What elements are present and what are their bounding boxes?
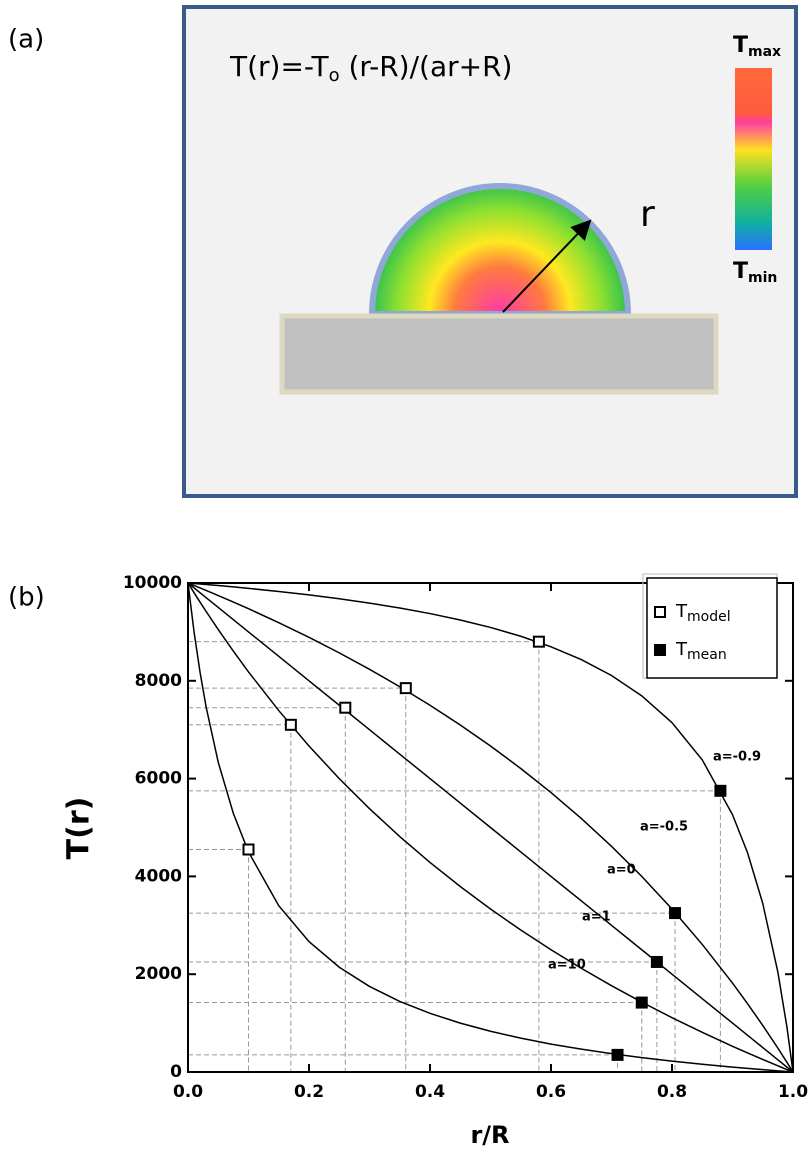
marker [650, 955, 663, 968]
plot: 0.0 0.2 0.4 0.6 0.8 1.0 0 2000 4000 6000 8000 10000… [123, 573, 808, 1102]
y-tick-label: 4000 [135, 866, 182, 886]
curve-label: a=-0.5 [640, 820, 688, 835]
marker [532, 635, 545, 648]
x-tick-label: 0.8 [657, 1082, 687, 1102]
x-tick-label: 0.0 [173, 1082, 203, 1102]
plot-frame [187, 582, 794, 1073]
radius-arrow [502, 219, 592, 313]
y-tick-label: 2000 [135, 964, 182, 984]
curve [187, 582, 794, 1073]
panel-label: (a) [8, 25, 44, 55]
x-tick-label: 0.4 [415, 1082, 445, 1102]
marker [339, 701, 352, 714]
curve-label: a=-0.9 [713, 750, 761, 765]
colorbar-min: Tmin [733, 259, 777, 286]
substrate [279, 313, 719, 395]
marker [399, 682, 412, 695]
marker [611, 1048, 624, 1061]
x-tick-label: 0.6 [536, 1082, 566, 1102]
legend-label: Tmean [675, 639, 727, 663]
curve [187, 582, 794, 1073]
legend-sub: model [687, 609, 731, 625]
legend-name: T [675, 639, 688, 660]
curve [187, 582, 794, 1073]
panel-label: (b) [8, 583, 45, 613]
y-tick-label: 6000 [135, 769, 182, 789]
legend-sub: mean [687, 647, 727, 663]
curve-label: a=1 [582, 910, 611, 925]
y-axis-label: T(r) [62, 797, 97, 860]
colorbar-max: Tmax [733, 33, 781, 60]
marker [714, 784, 727, 797]
hemisphere [368, 183, 632, 317]
legend-box [646, 577, 778, 679]
curve-label: a=0 [607, 863, 636, 878]
x-tick-label: 0.2 [294, 1082, 324, 1102]
colorbar [735, 68, 772, 250]
marker [284, 718, 297, 731]
y-tick-label: 0 [170, 1062, 182, 1082]
legend-marker [654, 644, 666, 656]
marker [242, 843, 255, 856]
formula: T(r)=-To (r-R)/(ar+R) [229, 50, 512, 86]
curve [187, 582, 794, 1073]
legend-marker [654, 606, 666, 618]
marker [669, 907, 682, 920]
radius-label: r [640, 194, 655, 235]
y-tick-label: 8000 [135, 671, 182, 691]
y-tick-label: 10000 [123, 573, 182, 593]
legend-label: Tmodel [675, 601, 731, 625]
x-tick-label: 1.0 [778, 1082, 808, 1102]
marker [635, 996, 648, 1009]
legend-name: T [675, 601, 688, 622]
curve [187, 582, 794, 1073]
x-axis-label: r/R [470, 1121, 509, 1149]
curve-label: a=10 [548, 958, 586, 973]
